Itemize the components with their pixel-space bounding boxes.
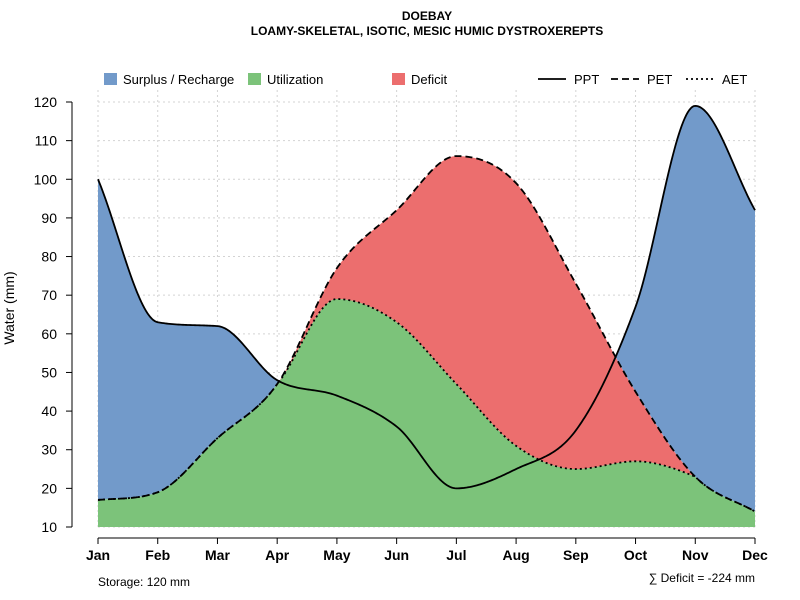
x-tick-label: Nov: [682, 547, 709, 563]
x-tick-label: Jun: [384, 547, 409, 563]
deficit-area: [98, 156, 755, 512]
pet-line: [97, 155, 756, 513]
x-tick-label: Sep: [563, 547, 589, 563]
y-tick-label: 120: [34, 94, 58, 110]
axes: 10 20 30 40 50 60 70 80 90 100 110 120 Jan Feb Mar Apr M…: [34, 94, 768, 563]
y-tick-label: 90: [41, 210, 57, 226]
storage-note: Storage: 120 mm: [98, 575, 190, 589]
x-tick-label: Mar: [205, 547, 230, 563]
y-tick-label: 70: [41, 287, 57, 303]
y-axis-label: Water (mm): [1, 271, 17, 344]
legend-swatch: [104, 73, 117, 85]
legend-label: Surplus / Recharge: [123, 72, 234, 87]
x-tick-label: Oct: [624, 547, 648, 563]
x-tick-label: Jul: [446, 547, 466, 563]
legend-swatch: [248, 73, 261, 85]
y-tick-label: 20: [41, 480, 57, 496]
x-tick-label: Aug: [502, 547, 529, 563]
x-tick-label: Dec: [742, 547, 768, 563]
legend-swatch: [392, 73, 405, 85]
x-tick-label: Jan: [86, 547, 110, 563]
ppt-line: [97, 104, 756, 490]
y-tick-label: 100: [34, 171, 58, 187]
chart-subtitle: LOAMY-SKELETAL, ISOTIC, MESIC HUMIC DYST…: [251, 24, 603, 38]
y-tick-label: 50: [41, 364, 57, 380]
y-tick-label: 40: [41, 403, 57, 419]
legend-label: PPT: [574, 72, 599, 87]
area-layer: [98, 105, 755, 527]
surplus-recharge-area: [98, 105, 755, 512]
y-tick-label: 80: [41, 249, 57, 265]
aet-line: [97, 298, 756, 513]
y-tick-label: 60: [41, 326, 57, 342]
legend-label: Utilization: [267, 72, 323, 87]
legend: Surplus / Recharge Utilization Deficit PPT P…: [104, 72, 747, 87]
y-tick-label: 110: [35, 133, 58, 149]
y-tick-label: 30: [41, 442, 57, 458]
x-tick-label: May: [323, 547, 350, 563]
deficit-note: ∑ Deficit = -224 mm: [649, 571, 755, 585]
utilization-area: [98, 299, 755, 527]
legend-label: PET: [647, 72, 672, 87]
x-tick-label: Feb: [145, 547, 170, 563]
legend-label: Deficit: [411, 72, 448, 87]
x-tick-label: Apr: [265, 547, 290, 563]
legend-label: AET: [722, 72, 747, 87]
line-layer: [97, 104, 756, 513]
chart-title: DOEBAY: [402, 9, 452, 23]
y-tick-label: 10: [41, 519, 57, 535]
